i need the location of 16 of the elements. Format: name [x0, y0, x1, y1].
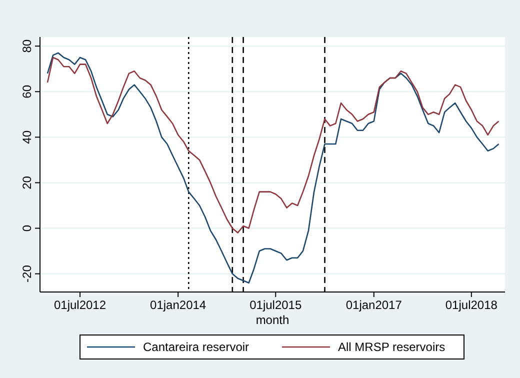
x-tick-label: 01jul2018	[445, 298, 498, 312]
x-tick-label: 01jan2017	[346, 298, 402, 312]
y-tick-label: 60	[20, 84, 34, 98]
legend-label: Cantareira reservoir	[143, 340, 250, 354]
legend-label: All MRSP reservoirs	[338, 340, 446, 354]
line-series	[46, 56, 500, 234]
line-series	[46, 52, 500, 284]
y-tick-label: -20	[20, 264, 34, 282]
y-tick-label: 20	[20, 176, 34, 190]
y-tick-label: 40	[20, 130, 34, 144]
x-tick-label: 01jul2015	[250, 298, 302, 312]
y-tick-label: 0	[20, 224, 34, 232]
x-axis-title: month	[256, 313, 290, 327]
y-tick-label: 80	[20, 39, 34, 53]
x-tick-label: 01jan2014	[150, 298, 206, 312]
x-tick-label: 01jul2012	[54, 298, 106, 312]
